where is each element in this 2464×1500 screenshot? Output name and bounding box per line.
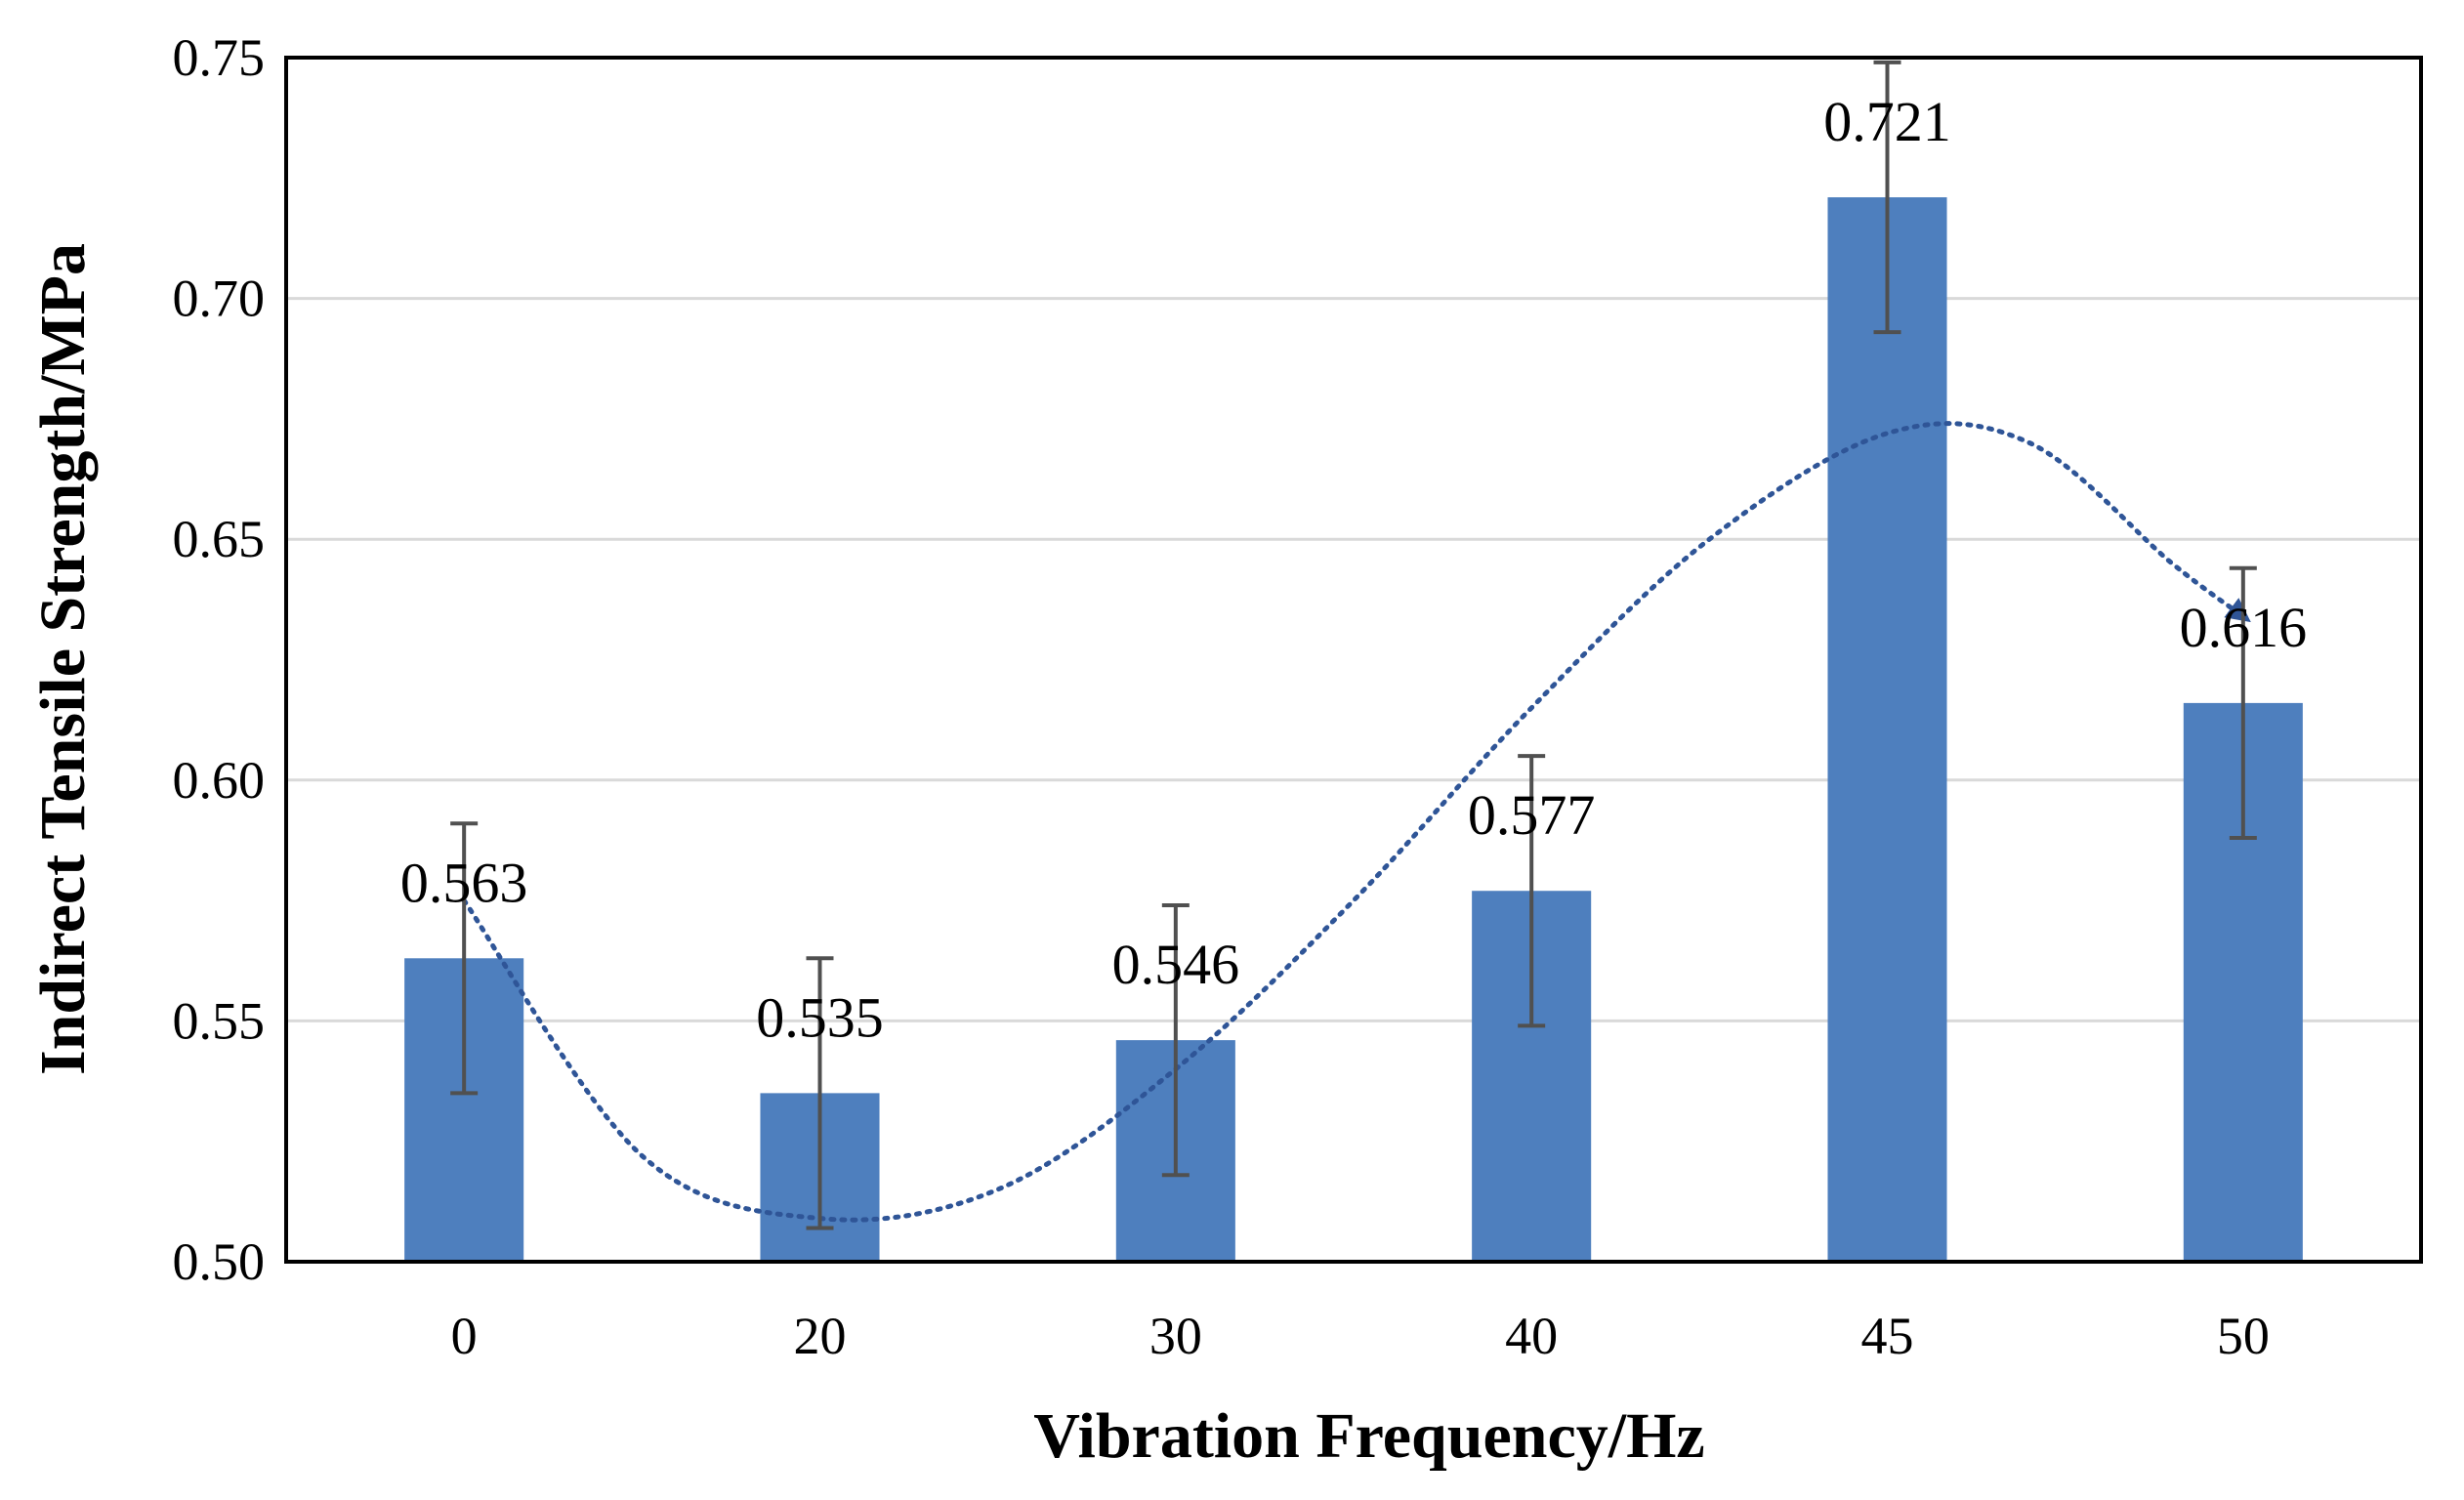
y-tick-label: 0.75	[173, 28, 266, 87]
data-label: 0.563	[400, 851, 528, 914]
data-label: 0.546	[1112, 933, 1240, 996]
y-tick-label: 0.65	[173, 510, 266, 568]
gridlines	[286, 297, 2421, 1022]
plot-frame	[284, 56, 2423, 1264]
x-tick-label: 20	[794, 1307, 847, 1365]
trendline-layer	[461, 421, 2251, 1223]
x-axis-tick-labels: 0 20 30 40 45 50	[451, 1307, 2270, 1365]
data-label: 0.535	[756, 985, 884, 1049]
x-tick-label: 30	[1149, 1307, 1202, 1365]
error-bar-0	[450, 821, 479, 1096]
error-bars	[450, 60, 2257, 1230]
x-tick-label: 50	[2217, 1307, 2270, 1365]
error-bar-50	[2229, 565, 2257, 840]
error-bar-30	[1161, 903, 1190, 1178]
data-labels: 0.563 0.535 0.546 0.577 0.721 0.616	[400, 90, 2307, 1049]
x-tick-label: 45	[1861, 1307, 1914, 1365]
x-tick-label: 40	[1505, 1307, 1558, 1365]
error-bar-40	[1518, 754, 1546, 1028]
y-axis-title: Indirect Tensile Strength/MPa	[27, 243, 99, 1075]
bars	[404, 197, 2303, 1263]
error-bar-20	[806, 956, 834, 1230]
x-axis-title: Vibration Frequency/Hz	[1033, 1400, 1704, 1472]
y-tick-label: 0.70	[173, 270, 266, 328]
x-tick-label: 0	[451, 1307, 478, 1365]
data-label: 0.616	[2180, 596, 2308, 659]
error-bar-45	[1873, 60, 1901, 335]
data-label: 0.721	[1823, 90, 1951, 153]
trendline	[461, 421, 2251, 1223]
data-label: 0.577	[1468, 783, 1596, 847]
plot-border	[284, 56, 2423, 1264]
y-tick-label: 0.60	[173, 751, 266, 810]
y-tick-label: 0.50	[173, 1232, 266, 1291]
bar-45	[1827, 197, 1947, 1263]
y-axis-tick-labels: 0.50 0.55 0.60 0.65 0.70 0.75	[173, 28, 266, 1291]
y-tick-label: 0.55	[173, 991, 266, 1050]
